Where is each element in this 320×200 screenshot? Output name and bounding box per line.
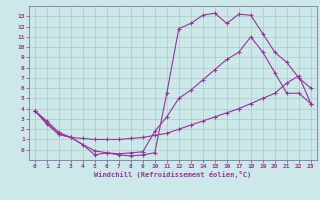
X-axis label: Windchill (Refroidissement éolien,°C): Windchill (Refroidissement éolien,°C) [94, 171, 252, 178]
